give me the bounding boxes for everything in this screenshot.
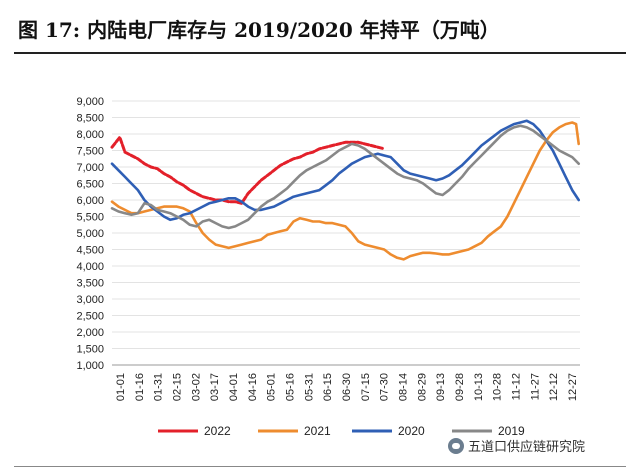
legend-label-2022: 2022 (204, 424, 231, 438)
x-tick-label: 06-15 (322, 373, 334, 401)
y-tick-label: 4,000 (76, 261, 104, 273)
y-tick-label: 9,000 (76, 96, 104, 108)
x-tick-label: 01-31 (153, 373, 165, 401)
y-tick-label: 3,000 (76, 294, 104, 306)
x-tick-label: 12-27 (567, 373, 579, 401)
y-tick-label: 6,000 (76, 195, 104, 207)
bottom-divider (14, 466, 626, 467)
x-tick-label: 10-13 (473, 373, 485, 401)
x-tick-label: 03-17 (209, 373, 221, 401)
y-tick-label: 3,500 (76, 278, 104, 290)
title-divider (14, 52, 626, 54)
x-tick-label: 05-31 (303, 373, 315, 401)
y-tick-label: 2,000 (76, 327, 104, 339)
y-tick-label: 8,500 (76, 113, 104, 125)
y-tick-label: 7,500 (76, 146, 104, 158)
x-tick-label: 01-01 (115, 373, 127, 401)
series-line-2019 (110, 124, 581, 230)
x-tick-label: 12-12 (548, 373, 560, 401)
y-tick-label: 5,500 (76, 212, 104, 224)
watermark: 五道口供应链研究院 (448, 436, 586, 455)
chat-bubble-icon (448, 437, 464, 454)
y-tick-label: 6,500 (76, 179, 104, 191)
x-tick-label: 04-16 (247, 373, 259, 401)
x-tick-label: 06-30 (341, 373, 353, 401)
series-layer (110, 119, 581, 261)
series-line-2022 (110, 135, 386, 205)
y-tick-label: 4,500 (76, 245, 104, 257)
line-chart: 9,000 8,500 8,000 7,500 7,000 6,500 6,000 5,500… (76, 96, 581, 438)
x-tick-label: 07-15 (360, 373, 372, 401)
y-tick-label: 7,000 (76, 162, 104, 174)
legend-label-2020: 2020 (398, 424, 425, 438)
x-tick-label: 11-27 (529, 373, 541, 400)
watermark-text: 五道口供应链研究院 (468, 439, 586, 454)
y-tick-label: 1,000 (76, 360, 104, 372)
x-tick-label: 11-12 (511, 373, 523, 400)
x-tick-label: 09-13 (435, 373, 447, 401)
x-tick-label: 09-28 (454, 373, 466, 401)
x-tick-label: 04-01 (228, 373, 240, 401)
x-tick-label: 05-16 (285, 373, 297, 401)
y-tick-label: 2,500 (76, 311, 104, 323)
x-tick-label: 05-01 (266, 373, 278, 401)
x-tick-label: 07-30 (379, 373, 391, 401)
legend-label-2021: 2021 (304, 424, 331, 438)
series-line-2020 (110, 119, 581, 222)
x-tick-label: 08-14 (398, 373, 410, 401)
y-tick-label: 5,000 (76, 228, 104, 240)
x-tick-label: 01-16 (134, 373, 146, 401)
y-tick-label: 8,000 (76, 129, 104, 141)
page-title: 图 17: 内陆电厂库存与 2019/2020 年持平（万吨） (18, 18, 500, 42)
x-tick-label: 02-15 (172, 373, 184, 401)
x-tick-label: 03-02 (190, 373, 202, 401)
legend: 2022 2021 2020 2019 (158, 424, 525, 438)
y-tick-label: 1,500 (76, 344, 104, 356)
grid-layer (112, 100, 580, 366)
x-tick-label: 10-28 (492, 373, 504, 401)
x-tick-label: 08-29 (416, 373, 428, 401)
legend-label-2019: 2019 (498, 424, 525, 438)
axis-layer: 9,000 8,500 8,000 7,500 7,000 6,500 6,000 5,500… (76, 96, 580, 401)
